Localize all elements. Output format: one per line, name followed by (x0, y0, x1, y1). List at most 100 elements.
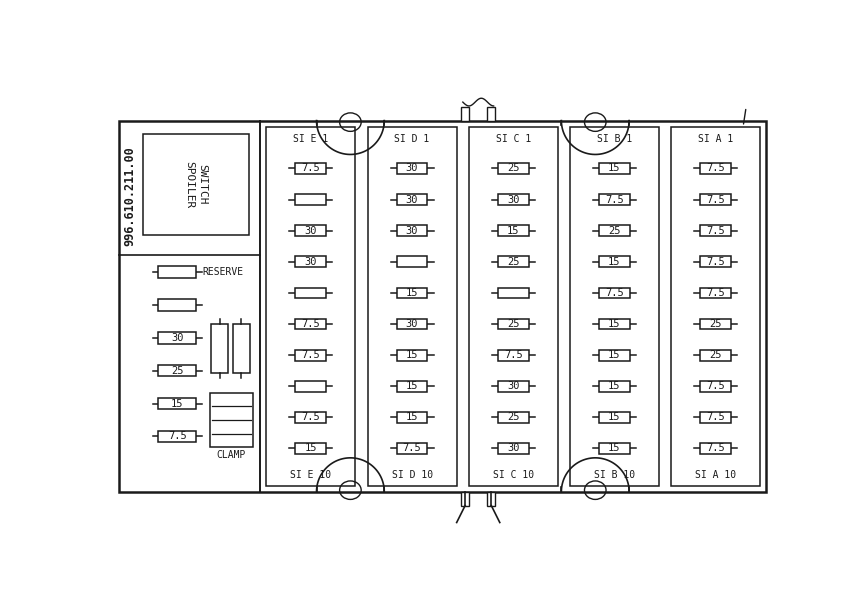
Bar (397, 350, 428, 361)
Bar (266, 127, 355, 486)
Bar (599, 443, 630, 454)
Bar (158, 398, 196, 409)
Text: CLAMP: CLAMP (217, 450, 246, 460)
Text: 15: 15 (608, 319, 620, 329)
Text: SI B 10: SI B 10 (594, 470, 635, 480)
Bar (700, 443, 731, 454)
Bar (368, 127, 456, 486)
Text: 30: 30 (406, 163, 418, 174)
Bar (599, 288, 630, 298)
Text: 7.5: 7.5 (605, 288, 624, 298)
Bar (498, 225, 529, 236)
Bar (700, 350, 731, 361)
Text: SI C 1: SI C 1 (496, 134, 530, 144)
Text: 7.5: 7.5 (605, 195, 624, 205)
Text: SI A 1: SI A 1 (698, 134, 734, 144)
Bar (599, 381, 630, 392)
Bar (397, 194, 428, 205)
Text: 30: 30 (507, 195, 519, 205)
Bar (599, 194, 630, 205)
Text: 7.5: 7.5 (706, 412, 725, 422)
Bar (295, 225, 327, 236)
Bar (397, 288, 428, 298)
Bar (295, 350, 327, 361)
Bar (461, 492, 469, 506)
Bar (498, 288, 529, 298)
Text: 15: 15 (608, 350, 620, 360)
Text: 15: 15 (305, 444, 317, 453)
Text: 7.5: 7.5 (302, 350, 321, 360)
Text: 15: 15 (507, 226, 519, 236)
Text: 30: 30 (171, 333, 183, 343)
Bar (498, 319, 529, 330)
Text: SI E 10: SI E 10 (290, 470, 332, 480)
Text: 15: 15 (406, 381, 418, 392)
Text: 7.5: 7.5 (302, 412, 321, 422)
Text: 30: 30 (507, 381, 519, 392)
Bar (295, 443, 327, 454)
Bar (295, 288, 327, 298)
Text: 7.5: 7.5 (168, 432, 187, 441)
Bar (599, 319, 630, 330)
Text: SI E 1: SI E 1 (293, 134, 328, 144)
Text: 25: 25 (709, 350, 721, 360)
Text: 996.610.211.00: 996.610.211.00 (123, 146, 136, 245)
Bar (158, 430, 196, 442)
Bar (295, 163, 327, 174)
Bar (397, 412, 428, 422)
Text: 25: 25 (608, 226, 620, 236)
Text: 7.5: 7.5 (302, 163, 321, 174)
Bar (599, 350, 630, 361)
Text: 7.5: 7.5 (302, 319, 321, 329)
Bar (487, 492, 495, 506)
Text: 15: 15 (406, 412, 418, 422)
Bar (700, 381, 731, 392)
Bar (498, 350, 529, 361)
Text: 30: 30 (507, 444, 519, 453)
Text: 15: 15 (608, 257, 620, 267)
Text: 25: 25 (171, 365, 183, 376)
Text: 30: 30 (305, 257, 317, 267)
Bar (397, 225, 428, 236)
Bar (119, 121, 766, 492)
Text: 7.5: 7.5 (403, 444, 422, 453)
Bar (599, 256, 630, 267)
Bar (498, 163, 529, 174)
Bar (295, 381, 327, 392)
Text: 7.5: 7.5 (706, 288, 725, 298)
Bar (397, 381, 428, 392)
Text: 7.5: 7.5 (706, 381, 725, 392)
Bar (295, 319, 327, 330)
Bar (498, 194, 529, 205)
Bar (498, 443, 529, 454)
Text: SI C 10: SI C 10 (492, 470, 534, 480)
Bar (397, 163, 428, 174)
Bar (700, 288, 731, 298)
Bar (211, 324, 228, 373)
Text: 25: 25 (709, 319, 721, 329)
Bar (700, 225, 731, 236)
Text: SI A 10: SI A 10 (695, 470, 736, 480)
Text: SI D 1: SI D 1 (395, 134, 429, 144)
Text: SI D 10: SI D 10 (391, 470, 433, 480)
Text: 15: 15 (608, 444, 620, 453)
Text: 7.5: 7.5 (706, 226, 725, 236)
Bar (700, 412, 731, 422)
Text: 7.5: 7.5 (504, 350, 523, 360)
Text: 7.5: 7.5 (706, 257, 725, 267)
Text: SWITCH: SWITCH (197, 164, 206, 205)
Bar (158, 365, 196, 376)
Text: 15: 15 (406, 288, 418, 298)
Text: 15: 15 (171, 399, 183, 409)
Bar (700, 256, 731, 267)
Text: 7.5: 7.5 (706, 195, 725, 205)
Bar (570, 127, 659, 486)
Bar (295, 194, 327, 205)
Bar (671, 127, 760, 486)
Bar (232, 324, 250, 373)
Bar (158, 266, 196, 278)
Text: 15: 15 (608, 412, 620, 422)
Bar (599, 412, 630, 422)
Bar (143, 134, 249, 234)
Bar (295, 412, 327, 422)
